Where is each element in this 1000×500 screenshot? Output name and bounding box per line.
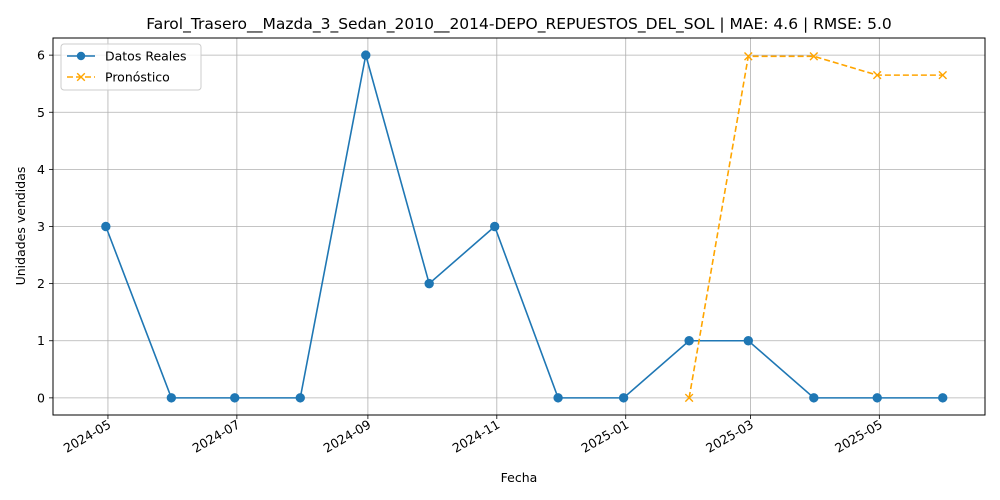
data-point xyxy=(101,221,111,232)
marker-stroke xyxy=(684,393,694,403)
legend-label: Datos Reales xyxy=(105,49,186,64)
data-point xyxy=(553,393,563,403)
data-point xyxy=(743,336,754,346)
marker-stroke xyxy=(872,70,882,80)
marker-stroke xyxy=(938,70,948,80)
marker-stroke xyxy=(76,72,86,82)
data-point xyxy=(618,393,629,403)
data-point xyxy=(166,393,177,403)
y-tick-label: 5 xyxy=(37,105,45,120)
data-point xyxy=(230,393,240,403)
legend-marker xyxy=(76,51,86,61)
legend-marker xyxy=(76,72,86,82)
data-point xyxy=(872,70,882,80)
chart-title: Farol_Trasero__Mazda_3_Sedan_2010__2014-… xyxy=(146,15,891,34)
marker-stroke xyxy=(744,51,753,61)
data-point xyxy=(809,393,819,403)
data-point xyxy=(744,51,753,61)
data-point xyxy=(424,278,434,289)
y-axis-label: Unidades vendidas xyxy=(13,167,28,286)
data-point xyxy=(684,393,694,403)
y-tick-label: 0 xyxy=(37,390,45,405)
data-point xyxy=(872,393,882,403)
data-point xyxy=(295,393,305,403)
y-tick-label: 6 xyxy=(37,48,45,63)
y-tick-label: 3 xyxy=(37,219,45,234)
series-line-1 xyxy=(688,55,943,399)
legend: Datos Reales Pronóstico xyxy=(60,43,202,91)
data-point xyxy=(809,51,819,61)
data-point xyxy=(361,50,371,60)
series-line-0 xyxy=(105,54,943,399)
y-tick-label: 2 xyxy=(37,276,45,291)
series-layer xyxy=(101,50,948,403)
legend-label: Pronóstico xyxy=(105,70,170,85)
x-axis-label: Fecha xyxy=(501,470,538,485)
data-point xyxy=(938,70,948,80)
legend-box xyxy=(60,43,202,91)
data-point xyxy=(684,336,694,346)
y-tick-label: 1 xyxy=(37,333,45,348)
marker-stroke xyxy=(809,51,819,61)
data-point xyxy=(938,393,948,403)
y-tick-label: 4 xyxy=(37,162,45,177)
data-point xyxy=(489,221,500,232)
